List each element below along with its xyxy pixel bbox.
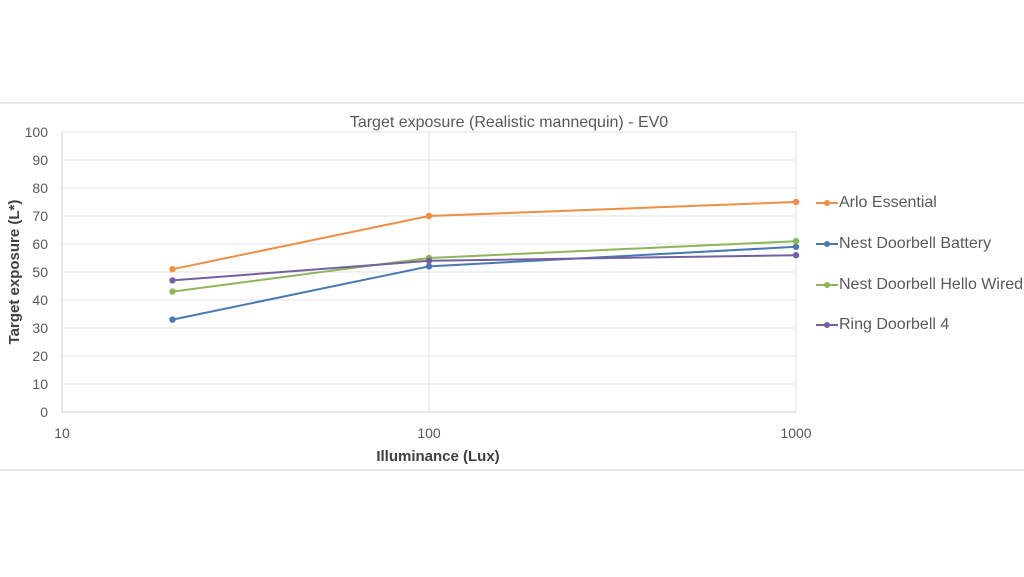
legend-item-arlo-essential[interactable]: Arlo Essential [816,183,1023,224]
bottom-divider [0,469,1024,471]
legend-marker-icon [816,278,838,292]
x-tick-label: 1000 [780,425,811,441]
data-point[interactable] [169,316,176,323]
data-point[interactable] [169,288,176,295]
x-tick-label: 10 [54,425,70,441]
legend-item-ring-doorbell-4[interactable]: Ring Doorbell 4 [816,305,1023,346]
x-axis-label: Illuminance (Lux) [376,448,499,465]
chart-title: Target exposure (Realistic mannequin) - … [0,114,1024,132]
series-line [169,243,800,323]
gridlines [61,131,797,413]
data-point[interactable] [169,266,176,273]
legend-label: Arlo Essential [839,194,937,212]
data-point[interactable] [425,257,433,264]
data-point[interactable] [169,277,176,284]
y-tick-label: 70 [32,208,48,224]
top-divider [0,102,1024,104]
y-tick-label: 30 [32,320,48,336]
legend-label: Ring Doorbell 4 [839,316,950,334]
y-tick-label: 10 [32,376,48,392]
y-axis-label: Target exposure (L*) [6,200,23,345]
y-axis-ticks: 0 10 20 30 40 50 60 70 80 90 100 [25,124,49,420]
y-tick-label: 80 [32,180,48,196]
chart-title-text: Target exposure (Realistic mannequin) - … [349,114,669,131]
series-line [169,198,800,273]
series-line [169,238,800,295]
legend-label: Nest Doorbell Battery [839,235,992,253]
series-line [169,252,800,284]
legend-item-nest-doorbell-battery[interactable]: Nest Doorbell Battery [816,224,1023,265]
data-point[interactable] [792,198,800,206]
legend: Arlo Essential Nest Doorbell Battery Nes… [816,183,1023,346]
x-tick-label: 100 [417,425,441,441]
y-tick-label: 100 [25,124,49,140]
legend-marker-icon [816,237,838,251]
legend-item-nest-doorbell-hello-wired[interactable]: Nest Doorbell Hello Wired [816,264,1023,305]
data-point[interactable] [792,252,800,259]
y-tick-label: 40 [32,292,48,308]
data-point[interactable] [792,238,800,245]
x-axis-ticks: 10 100 1000 [54,425,812,441]
data-point[interactable] [425,263,433,270]
legend-marker-icon [816,318,838,332]
y-tick-label: 0 [40,404,48,420]
data-point[interactable] [425,212,433,220]
y-tick-label: 50 [32,264,48,280]
legend-marker-icon [816,196,838,210]
y-tick-label: 90 [32,152,48,168]
data-series [169,198,800,323]
legend-label: Nest Doorbell Hello Wired [839,275,1024,293]
y-tick-label: 20 [32,348,48,364]
y-tick-label: 60 [32,236,48,252]
data-point[interactable] [792,243,800,250]
